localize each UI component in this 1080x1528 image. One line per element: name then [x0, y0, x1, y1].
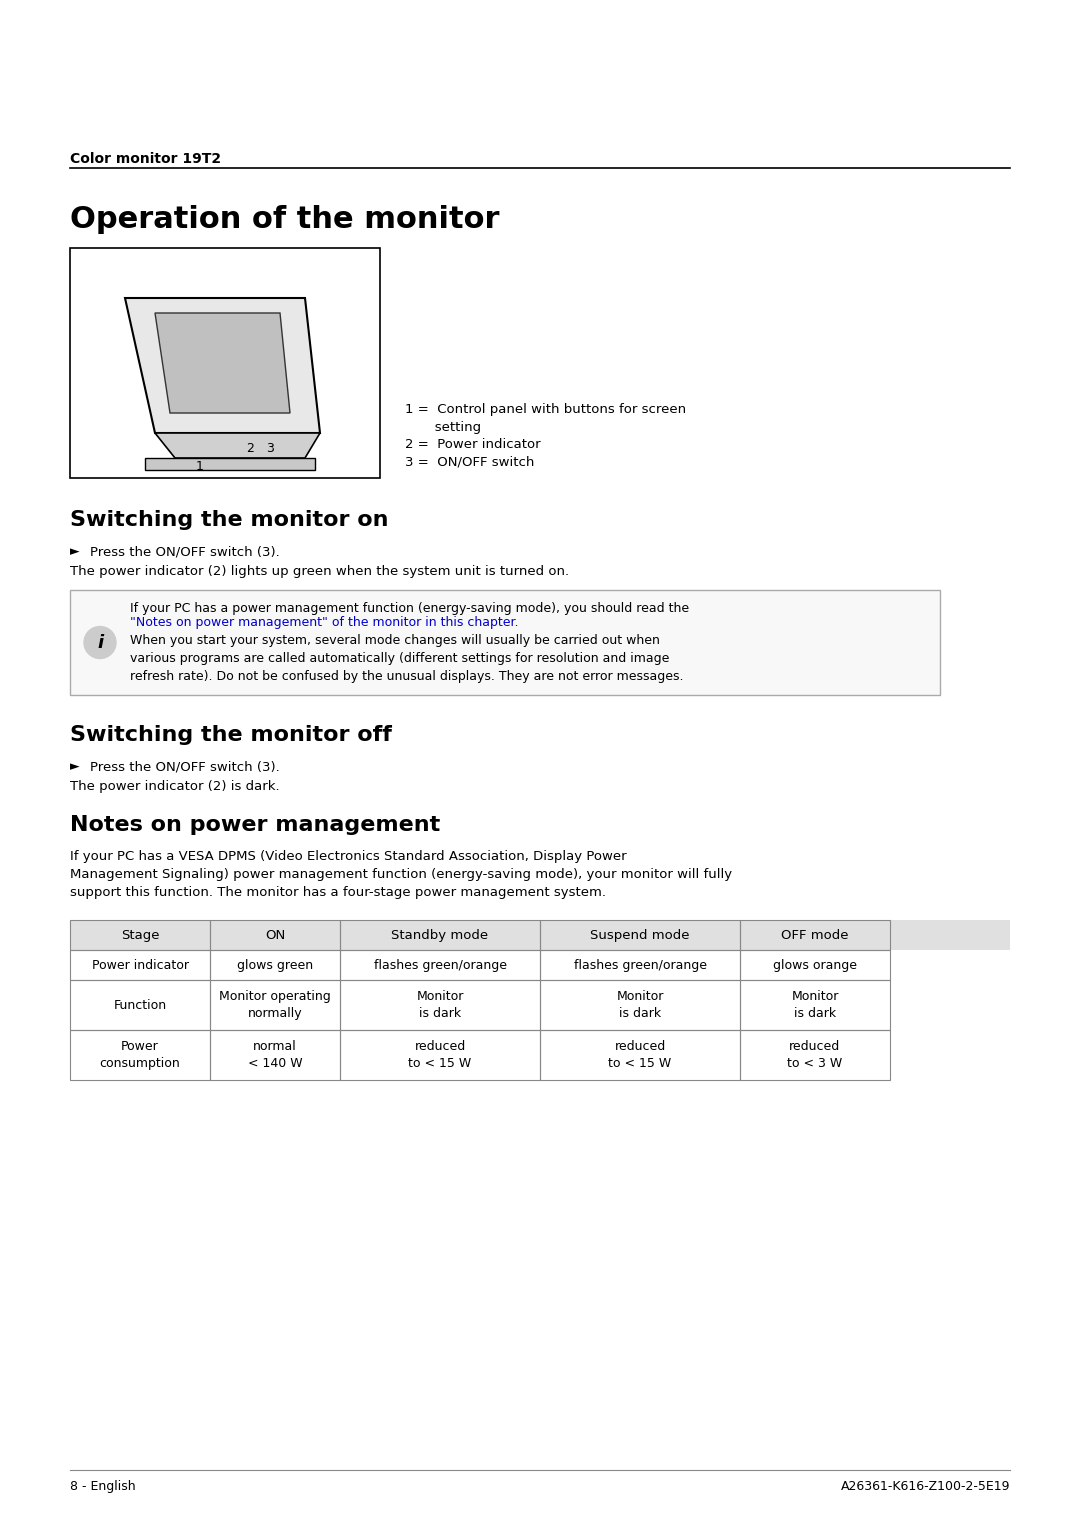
Text: 1 =  Control panel with buttons for screen
       setting: 1 = Control panel with buttons for scree… [405, 403, 686, 434]
Text: Monitor
is dark: Monitor is dark [416, 990, 463, 1021]
Text: 2: 2 [246, 442, 254, 454]
Text: reduced
to < 3 W: reduced to < 3 W [787, 1041, 842, 1070]
Text: Operation of the monitor: Operation of the monitor [70, 205, 499, 234]
Text: Press the ON/OFF switch (3).: Press the ON/OFF switch (3). [90, 545, 280, 558]
FancyBboxPatch shape [70, 920, 1010, 950]
Text: Monitor operating
normally: Monitor operating normally [219, 990, 330, 1021]
FancyBboxPatch shape [70, 590, 940, 695]
Text: Switching the monitor on: Switching the monitor on [70, 510, 389, 530]
Text: Monitor
is dark: Monitor is dark [617, 990, 664, 1021]
Polygon shape [125, 298, 320, 432]
Text: Switching the monitor off: Switching the monitor off [70, 724, 392, 746]
Text: Monitor
is dark: Monitor is dark [792, 990, 839, 1021]
Text: 1: 1 [197, 460, 204, 472]
Text: A26361-K616-Z100-2-5E19: A26361-K616-Z100-2-5E19 [840, 1481, 1010, 1493]
Circle shape [84, 626, 116, 659]
Text: Suspend mode: Suspend mode [591, 929, 690, 941]
Text: normal
< 140 W: normal < 140 W [247, 1041, 302, 1070]
Text: If your PC has a power management function (energy-saving mode), you should read: If your PC has a power management functi… [130, 602, 689, 614]
Text: 8 - English: 8 - English [70, 1481, 136, 1493]
Text: If your PC has a VESA DPMS (Video Electronics Standard Association, Display Powe: If your PC has a VESA DPMS (Video Electr… [70, 850, 732, 898]
Text: Power indicator: Power indicator [92, 958, 189, 972]
Text: glows green: glows green [237, 958, 313, 972]
Polygon shape [156, 313, 291, 413]
Text: Stage: Stage [121, 929, 159, 941]
Text: Standby mode: Standby mode [391, 929, 488, 941]
Text: Press the ON/OFF switch (3).: Press the ON/OFF switch (3). [90, 759, 280, 773]
Text: i: i [97, 634, 103, 651]
Text: OFF mode: OFF mode [781, 929, 849, 941]
Text: The power indicator (2) is dark.: The power indicator (2) is dark. [70, 779, 280, 793]
Text: reduced
to < 15 W: reduced to < 15 W [408, 1041, 472, 1070]
Text: ►: ► [70, 759, 80, 773]
Text: ON: ON [265, 929, 285, 941]
Text: reduced
to < 15 W: reduced to < 15 W [608, 1041, 672, 1070]
FancyBboxPatch shape [70, 248, 380, 478]
Text: flashes green/orange: flashes green/orange [374, 958, 507, 972]
Text: 2 =  Power indicator: 2 = Power indicator [405, 439, 541, 451]
Text: Notes on power management: Notes on power management [70, 814, 441, 834]
Polygon shape [156, 432, 320, 458]
Polygon shape [145, 458, 315, 471]
Text: 3: 3 [266, 442, 274, 454]
Text: The power indicator (2) lights up green when the system unit is turned on.: The power indicator (2) lights up green … [70, 565, 569, 578]
Text: Power
consumption: Power consumption [99, 1041, 180, 1070]
Text: When you start your system, several mode changes will usually be carried out whe: When you start your system, several mode… [130, 634, 684, 683]
Text: 3 =  ON/OFF switch: 3 = ON/OFF switch [405, 455, 535, 468]
Text: ►: ► [70, 545, 80, 558]
Text: Function: Function [113, 998, 166, 1012]
Text: glows orange: glows orange [773, 958, 858, 972]
Text: flashes green/orange: flashes green/orange [573, 958, 706, 972]
Text: Color monitor 19T2: Color monitor 19T2 [70, 151, 221, 167]
Text: "Notes on power management" of the monitor in this chapter.: "Notes on power management" of the monit… [130, 616, 518, 630]
